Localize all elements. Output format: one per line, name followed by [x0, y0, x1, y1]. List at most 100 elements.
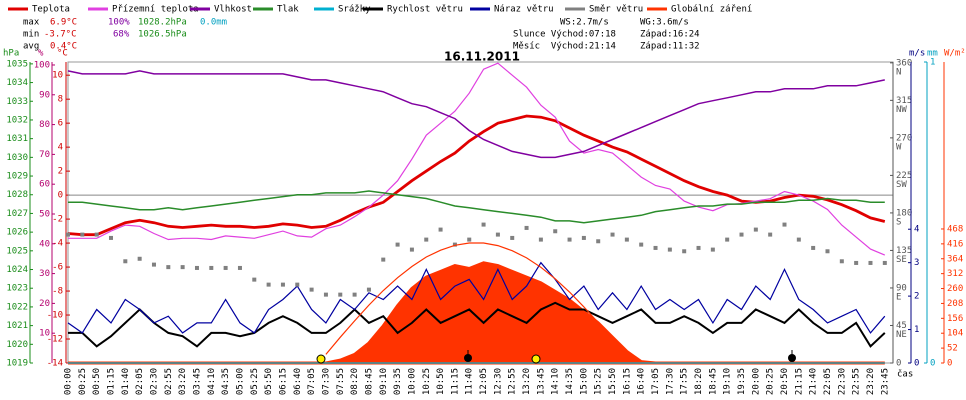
y-tick-label: 40	[39, 239, 50, 249]
y-tick-label: 1027	[6, 209, 28, 219]
direction-dot	[366, 287, 371, 292]
x-tick-label: 07:05	[307, 368, 317, 395]
legend-label: Rychlost větru	[387, 5, 463, 15]
direction-dot	[682, 249, 687, 254]
x-tick-label: 03:45	[192, 368, 202, 395]
moon-info: Měsíc Východ:21:14	[513, 42, 616, 52]
y-tick-label: -2	[52, 215, 63, 225]
x-tick-label: 15:25	[594, 368, 604, 395]
legend-label: Globální záření	[671, 5, 752, 15]
y-tick-label: 312	[947, 269, 963, 279]
direction-dot	[610, 232, 615, 237]
y-tick-label: -6	[52, 263, 63, 273]
x-tick-label: 00:25	[78, 368, 88, 395]
direction-dot	[137, 256, 142, 261]
direction-dot	[825, 249, 830, 254]
series-line	[67, 261, 886, 334]
x-tick-label: 09:35	[393, 368, 403, 395]
direction-dot	[424, 237, 429, 242]
compass-label: N	[896, 67, 901, 77]
moon-info: Západ:11:32	[640, 42, 700, 52]
x-tick-label: 17:55	[680, 368, 690, 395]
y-tick-label: 468	[947, 224, 963, 234]
direction-dot	[882, 260, 887, 265]
stat-rain: 0.0mm	[200, 18, 227, 28]
y-tick-label: 30	[39, 269, 50, 279]
x-tick-label: 18:45	[708, 368, 718, 395]
direction-dot	[166, 265, 171, 270]
y-tick-label: 0	[58, 191, 63, 201]
x-tick-label: 12:05	[479, 368, 489, 395]
x-tick-label: 02:55	[164, 368, 174, 395]
x-tick-label: 23:45	[880, 368, 890, 395]
y-tick-label: 20	[39, 299, 50, 309]
y-tick-label: -4	[52, 239, 63, 249]
moon-marker	[788, 354, 796, 362]
sun-info: Západ:16:24	[640, 30, 700, 40]
x-tick-label: 23:20	[866, 368, 876, 395]
y-tick-label: 1031	[6, 134, 28, 144]
compass-label: S	[896, 217, 901, 227]
direction-dot	[80, 232, 85, 237]
legend-label: Tlak	[277, 5, 299, 15]
y-tick-label: 364	[947, 254, 963, 264]
x-tick-label: 12:30	[493, 368, 503, 395]
y-tick-label: -14	[47, 359, 63, 369]
y-tick-label: 100	[34, 60, 50, 70]
direction-dot	[567, 237, 572, 242]
direction-dot	[309, 287, 314, 292]
x-tick-label: 22:30	[837, 368, 847, 395]
legend-label: Náraz větru	[494, 5, 554, 15]
y-tick-label: 0	[896, 359, 901, 369]
x-tick-label: 06:15	[278, 368, 288, 395]
legend-label: Vlhkost	[214, 5, 252, 15]
y-tick-label: -8	[52, 287, 63, 297]
y-tick-label: 2	[58, 167, 63, 177]
y-tick-label: 1026	[6, 228, 28, 238]
y-tick-label: 1030	[6, 153, 28, 163]
chart-title: 16.11.2011	[444, 50, 520, 64]
direction-dot	[811, 245, 816, 250]
stat-label: min	[23, 30, 39, 40]
direction-dot	[352, 292, 357, 297]
y-tick-label: 1033	[6, 97, 28, 107]
y-tick-label: 60	[39, 180, 50, 190]
series-line	[68, 62, 886, 256]
x-tick-label: 01:40	[121, 368, 131, 395]
y-tick-label: 90	[39, 90, 50, 100]
axis-unit: W/m²	[944, 49, 966, 59]
compass-label: NW	[896, 105, 907, 115]
y-tick-label: 1	[914, 325, 919, 335]
x-tick-label: 10:00	[407, 368, 417, 395]
y-tick-label: 260	[947, 284, 963, 294]
y-tick-label: 1029	[6, 172, 28, 182]
y-tick-label: 0	[930, 359, 935, 369]
wind-stat: WG:3.6m/s	[640, 18, 689, 28]
series-line	[68, 190, 885, 224]
x-tick-label: 06:40	[293, 368, 303, 395]
stat-label: max	[23, 18, 40, 28]
direction-dot	[639, 242, 644, 247]
y-tick-label: 80	[39, 120, 50, 130]
direction-dot	[223, 265, 228, 270]
x-tick-label: 14:35	[565, 368, 575, 395]
x-tick-label: 19:10	[723, 368, 733, 395]
direction-dot	[295, 282, 300, 287]
direction-dot	[123, 259, 128, 264]
series-line	[67, 70, 885, 159]
compass-label: W	[896, 142, 902, 152]
x-axis-label: čas	[897, 369, 913, 380]
x-tick-label: 07:30	[321, 368, 331, 395]
direction-dot	[452, 242, 457, 247]
x-tick-label: 11:15	[450, 368, 460, 395]
axis-unit: m/s	[909, 49, 925, 59]
direction-dot	[194, 265, 199, 270]
compass-label: E	[896, 292, 901, 302]
direction-dot	[624, 237, 629, 242]
direction-dot	[338, 292, 343, 297]
direction-dot	[438, 227, 443, 232]
wind-stat: WS:2.7m/s	[560, 18, 609, 28]
x-tick-label: 09:10	[379, 368, 389, 395]
direction-dot	[381, 257, 386, 262]
x-tick-label: 20:00	[751, 368, 761, 395]
